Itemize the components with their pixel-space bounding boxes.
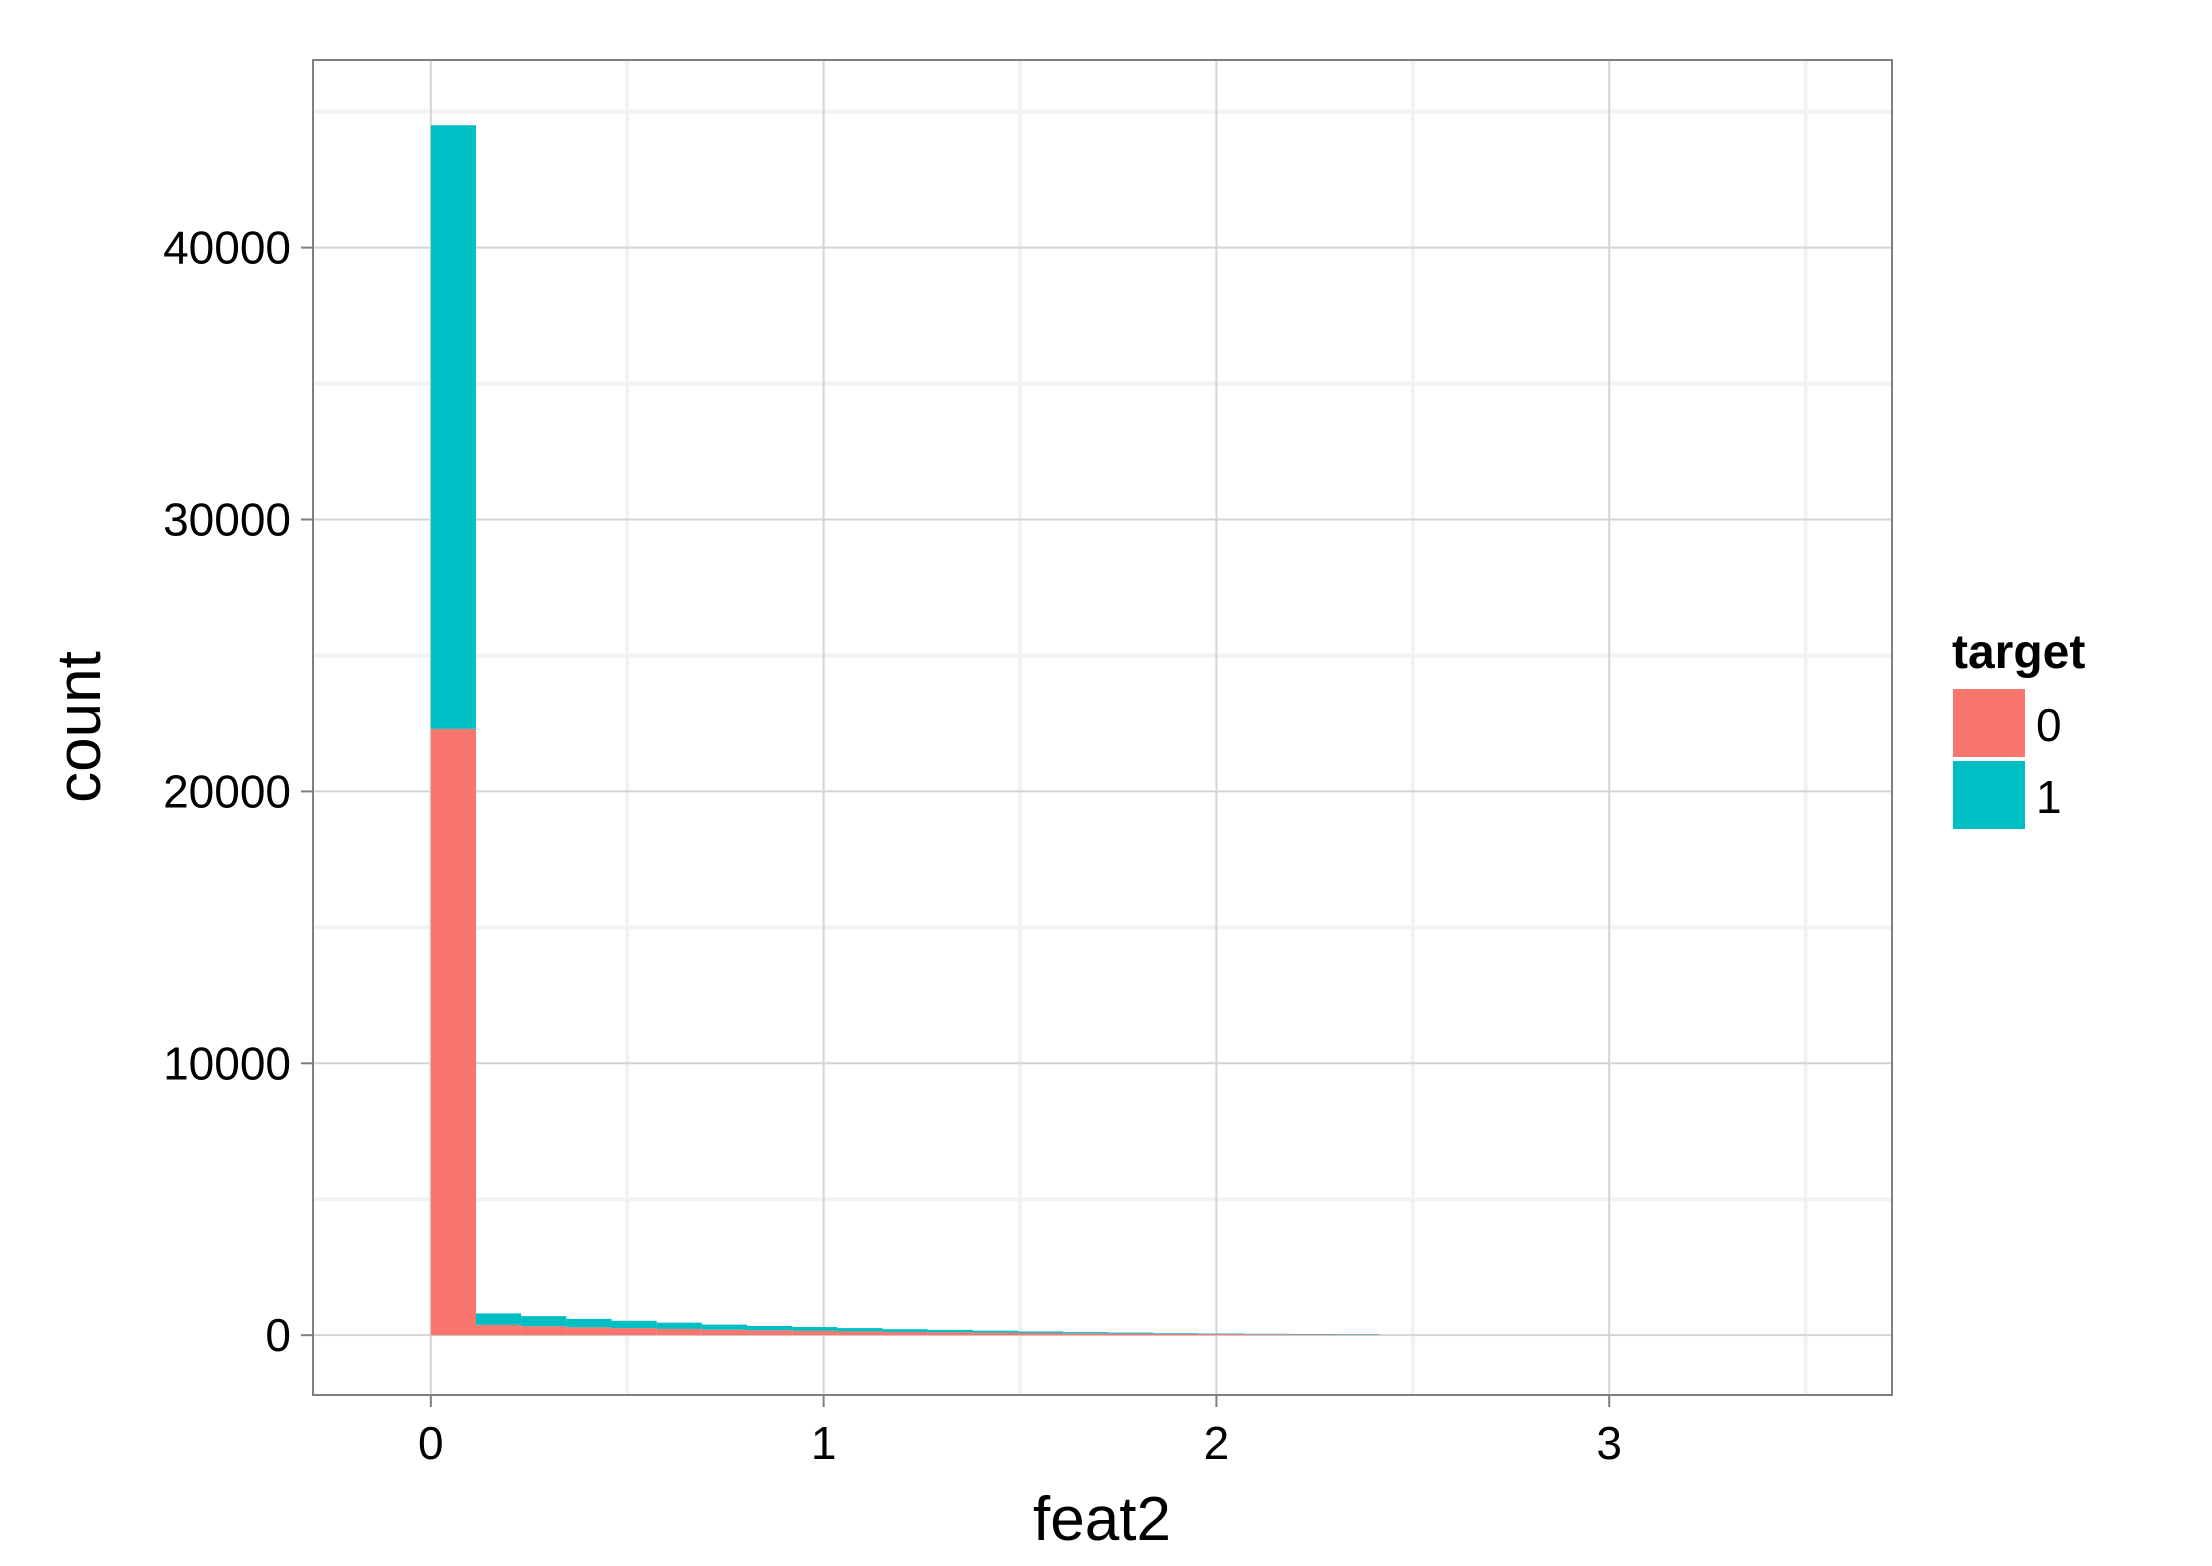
- bar-target-1: [882, 1329, 928, 1332]
- bar-target-0: [1018, 1333, 1064, 1336]
- bar-target-1: [927, 1329, 973, 1333]
- y-tick-label: 10000: [163, 1037, 291, 1089]
- bar-target-1: [747, 1325, 793, 1331]
- bar-target-0: [656, 1328, 702, 1336]
- legend: target 0 1: [1951, 626, 2085, 831]
- bar-target-1: [1243, 1333, 1290, 1335]
- plot-panel: [313, 60, 1892, 1395]
- bar-target-1: [1063, 1332, 1109, 1334]
- y-tick-label: 0: [265, 1309, 291, 1361]
- bar-target-1: [521, 1316, 567, 1327]
- y-tick-label: 40000: [163, 222, 291, 274]
- bar-target-1: [837, 1328, 883, 1332]
- bar-target-1: [1153, 1333, 1199, 1334]
- bars: [430, 125, 1380, 1336]
- x-axis-title: feat2: [1033, 1485, 1171, 1554]
- y-axis-title: count: [45, 651, 114, 803]
- bar-target-0: [701, 1329, 748, 1336]
- bar-target-0: [792, 1330, 838, 1336]
- bar-target-0: [927, 1332, 973, 1336]
- bar-target-1: [476, 1313, 522, 1325]
- bar-target-0: [1243, 1334, 1290, 1336]
- bar-target-0: [837, 1331, 883, 1336]
- bar-target-0: [1289, 1334, 1335, 1336]
- y-tick-label: 20000: [163, 765, 291, 817]
- bar-target-0: [1198, 1334, 1244, 1336]
- bar-target-1: [1108, 1332, 1154, 1334]
- legend-label-0: 0: [2036, 699, 2062, 751]
- bar-target-0: [1108, 1333, 1154, 1336]
- bar-target-0: [882, 1331, 928, 1336]
- bar-target-0: [972, 1332, 1019, 1336]
- bar-target-0: [747, 1330, 793, 1336]
- y-tick-label: 30000: [163, 494, 291, 546]
- bar-target-0: [566, 1327, 612, 1336]
- bar-target-1: [701, 1324, 748, 1330]
- plot-border: [312, 59, 1893, 1396]
- x-tick-label: 3: [1596, 1417, 1622, 1469]
- bar-target-1: [1198, 1333, 1244, 1335]
- bar-target-0: [430, 728, 477, 1336]
- bar-target-1: [656, 1322, 702, 1329]
- bar-target-0: [611, 1328, 657, 1336]
- bar-target-1: [972, 1330, 1019, 1333]
- x-tick-label: 0: [418, 1417, 444, 1469]
- y-axis: 0 10000 20000 30000 40000: [163, 222, 313, 1361]
- x-tick-label: 1: [811, 1417, 837, 1469]
- bar-target-0: [1063, 1333, 1109, 1336]
- bar-target-0: [1153, 1333, 1199, 1336]
- legend-label-1: 1: [2036, 771, 2062, 823]
- legend-title: target: [1952, 626, 2085, 679]
- bar-target-0: [1334, 1334, 1380, 1336]
- bar-target-1: [566, 1318, 612, 1328]
- x-axis: 0 1 2 3: [418, 1395, 1622, 1469]
- bar-target-1: [1334, 1334, 1380, 1335]
- bar-target-0: [521, 1326, 567, 1336]
- legend-key-0: [1951, 687, 2027, 759]
- bar-target-1: [430, 125, 477, 729]
- bar-target-1: [1289, 1334, 1335, 1335]
- bar-target-1: [611, 1320, 657, 1329]
- bar-target-1: [1018, 1331, 1064, 1334]
- legend-key-1: [1951, 759, 2027, 831]
- bar-target-0: [476, 1324, 522, 1336]
- grid-minor: [313, 60, 1892, 1395]
- bar-target-1: [792, 1327, 838, 1331]
- x-tick-label: 2: [1204, 1417, 1230, 1469]
